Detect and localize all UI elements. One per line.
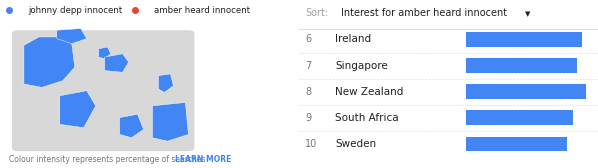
Polygon shape [105, 54, 129, 72]
Text: Interest for amber heard innocent: Interest for amber heard innocent [341, 8, 507, 18]
Text: Colour intensity represents percentage of searches: Colour intensity represents percentage o… [9, 155, 208, 164]
FancyBboxPatch shape [466, 136, 567, 151]
Text: New Zealand: New Zealand [335, 87, 403, 97]
Text: 10: 10 [305, 139, 317, 149]
Text: Singapore: Singapore [335, 60, 388, 71]
Polygon shape [158, 74, 173, 92]
Polygon shape [57, 29, 87, 44]
Text: Sort:: Sort: [305, 8, 328, 18]
FancyBboxPatch shape [12, 30, 194, 151]
FancyBboxPatch shape [466, 32, 582, 47]
Polygon shape [99, 47, 111, 59]
Polygon shape [60, 91, 96, 128]
Polygon shape [120, 114, 144, 138]
Text: 6: 6 [305, 34, 311, 45]
Polygon shape [152, 102, 188, 141]
Text: Ireland: Ireland [335, 34, 371, 45]
Polygon shape [24, 37, 75, 87]
FancyBboxPatch shape [466, 84, 585, 99]
Text: amber heard innocent: amber heard innocent [154, 6, 250, 15]
Text: South Africa: South Africa [335, 113, 398, 123]
Text: ▼: ▼ [525, 11, 530, 17]
Text: johnny depp innocent: johnny depp innocent [29, 6, 123, 15]
Text: LEARN MORE: LEARN MORE [175, 155, 231, 164]
Text: 8: 8 [305, 87, 311, 97]
FancyBboxPatch shape [466, 58, 577, 73]
Text: 7: 7 [305, 60, 311, 71]
Text: 9: 9 [305, 113, 311, 123]
Text: Sweden: Sweden [335, 139, 376, 149]
FancyBboxPatch shape [466, 111, 573, 125]
